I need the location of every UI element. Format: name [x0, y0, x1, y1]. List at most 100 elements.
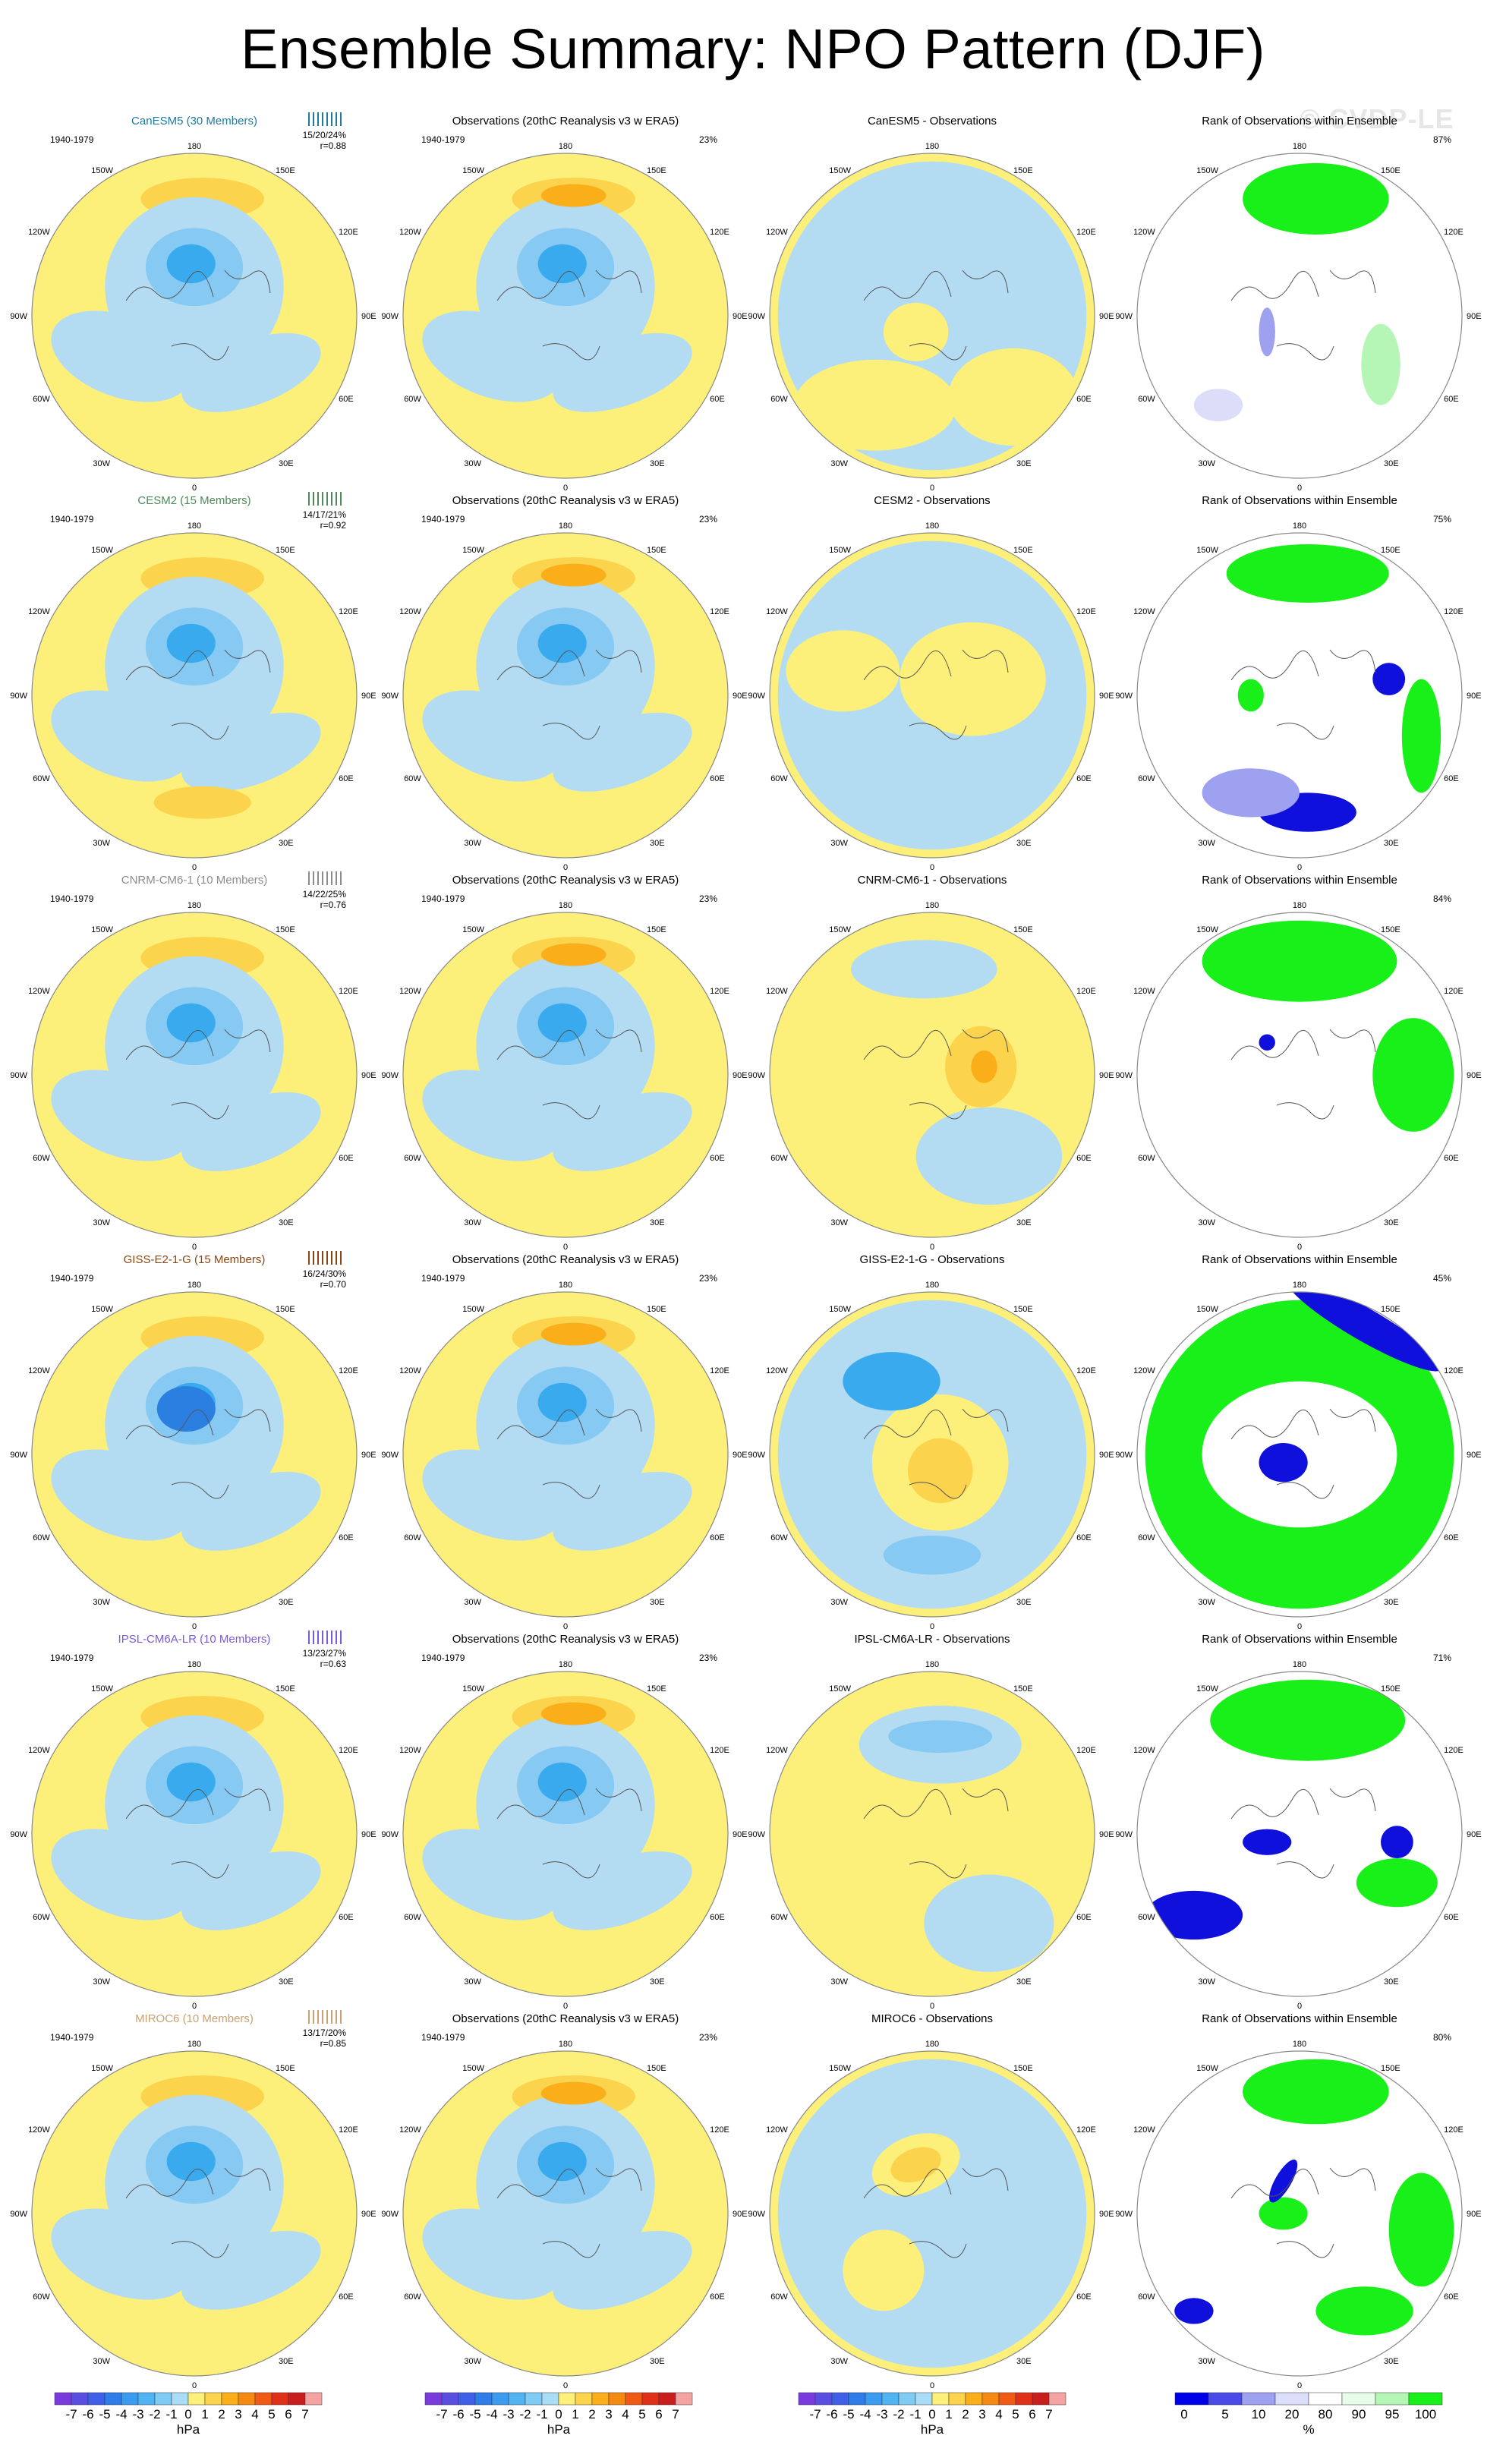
contour-region: [156, 1386, 216, 1432]
longitude-label: 120E: [1076, 607, 1096, 616]
coastline: [496, 2167, 642, 2258]
colorbar-tick-label: 5: [1012, 2407, 1019, 2421]
contour-region: [422, 2208, 563, 2300]
longitude-label: 60E: [1444, 1913, 1459, 1922]
member-spread-bar: [308, 2010, 310, 2024]
member-spread-bar: [313, 1631, 314, 1644]
colorbar-swatch: [458, 2392, 476, 2406]
obs-title: Observations (20thC Reanalysis v3 w ERA5…: [452, 494, 679, 507]
colorbar-tick-label: 1: [201, 2407, 208, 2421]
map-border: [31, 532, 358, 859]
longitude-label: 120W: [1133, 1366, 1155, 1375]
longitude-label: 0: [192, 2381, 197, 2390]
obs-title: Observations (20thC Reanalysis v3 w ERA5…: [452, 874, 679, 887]
model-title: IPSL-CM6A-LR (10 Members): [118, 1633, 271, 1646]
contour-region: [181, 2230, 321, 2310]
longitude-label: 120E: [1076, 1746, 1096, 1755]
longitude-label: 30E: [279, 1218, 294, 1227]
longitude-label: 150E: [1013, 2064, 1033, 2073]
longitude-label: 180: [1293, 2040, 1306, 2049]
longitude-label: 120E: [1444, 1366, 1463, 1375]
colorbar-tick-label: 1: [945, 2407, 952, 2421]
colorbar-swatch: [187, 2392, 206, 2406]
longitude-label: 150E: [276, 166, 295, 175]
member-spread-bar: [326, 1251, 328, 1265]
map-border: [769, 912, 1095, 1238]
contour-region: [540, 184, 606, 207]
contour-region: [51, 1449, 192, 1541]
longitude-label: 90W: [1115, 2210, 1133, 2219]
longitude-label: 90E: [361, 1451, 376, 1460]
contour-region: [181, 332, 321, 412]
period-label: 1940-1979: [50, 1273, 94, 1284]
longitude-label: 150E: [1013, 1684, 1033, 1694]
longitude-label: 150W: [829, 166, 851, 175]
contour-region: [915, 1107, 1063, 1205]
longitude-label: 90E: [1467, 692, 1482, 701]
longitude-label: 0: [563, 863, 568, 872]
longitude-label: 120W: [1133, 1746, 1155, 1755]
contour-region: [1226, 544, 1389, 603]
longitude-label: 90W: [748, 1071, 765, 1080]
rank-colorbar-tick-label: 80: [1319, 2407, 1333, 2421]
colorbar-swatch: [137, 2392, 156, 2406]
colorbar-tick-label: 3: [605, 2407, 612, 2421]
longitude-label: 60E: [1076, 1154, 1092, 1163]
longitude-label: 150W: [829, 1684, 851, 1694]
longitude-label: 30W: [830, 839, 848, 848]
contour-region: [540, 943, 606, 966]
longitude-label: 150W: [829, 925, 851, 934]
longitude-label: 0: [930, 2002, 934, 2011]
longitude-label: 150W: [91, 166, 113, 175]
longitude-label: 120W: [399, 1366, 421, 1375]
longitude-label: 180: [925, 1660, 939, 1669]
longitude-label: 120E: [339, 2125, 358, 2135]
longitude-label: 30E: [1016, 1598, 1032, 1607]
coastline: [863, 1029, 1009, 1120]
member-spread-bar: [340, 1251, 342, 1265]
map-border: [769, 153, 1095, 479]
longitude-label: 180: [559, 2040, 572, 2049]
longitude-label: 0: [563, 1243, 568, 1252]
colorbar-swatch: [87, 2392, 106, 2406]
longitude-label: 90W: [748, 692, 765, 701]
longitude-label: 60E: [1444, 395, 1459, 404]
longitude-label: 60W: [33, 1533, 50, 1542]
coastline: [496, 1029, 642, 1120]
contour-region: [537, 1382, 587, 1423]
longitude-label: 90W: [748, 312, 765, 321]
colorbar-swatch: [608, 2392, 626, 2406]
map-model-2: [32, 912, 357, 1237]
longitude-label: 180: [925, 901, 939, 910]
longitude-label: 30W: [464, 1977, 481, 1987]
colorbar-swatch: [508, 2392, 526, 2406]
longitude-label: 120E: [1444, 607, 1463, 616]
rank-percent: 71%: [1433, 1653, 1451, 1663]
contour-region: [537, 1762, 587, 1802]
longitude-label: 180: [925, 1281, 939, 1290]
longitude-label: 60W: [33, 2292, 50, 2302]
contour-region: [166, 1003, 216, 1043]
colorbar-swatch: [898, 2392, 916, 2406]
longitude-label: 90E: [733, 312, 748, 321]
coastline: [863, 1408, 1009, 1499]
member-spread-bar: [331, 1251, 332, 1265]
coastline: [1230, 2167, 1376, 2258]
longitude-label: 120W: [1133, 987, 1155, 996]
map-diff-0: [770, 153, 1095, 478]
longitude-label: 30W: [93, 1598, 110, 1607]
contour-region: [540, 1322, 606, 1346]
longitude-label: 60E: [1076, 395, 1092, 404]
rank-colorbar-swatch: [1308, 2392, 1343, 2406]
colorbar-tick-label: 7: [672, 2407, 679, 2421]
contour-region: [777, 2059, 1087, 2368]
obs-percent: 23%: [699, 1273, 717, 1284]
member-spread-bar: [317, 492, 319, 506]
longitude-label: 150W: [462, 1684, 484, 1694]
longitude-label: 60E: [1444, 2292, 1459, 2302]
member-spread-bar: [322, 1631, 323, 1644]
contour-region: [1356, 1858, 1438, 1908]
contour-region: [1243, 2059, 1389, 2125]
contour-region: [553, 1471, 692, 1551]
longitude-label: 120E: [710, 1746, 729, 1755]
